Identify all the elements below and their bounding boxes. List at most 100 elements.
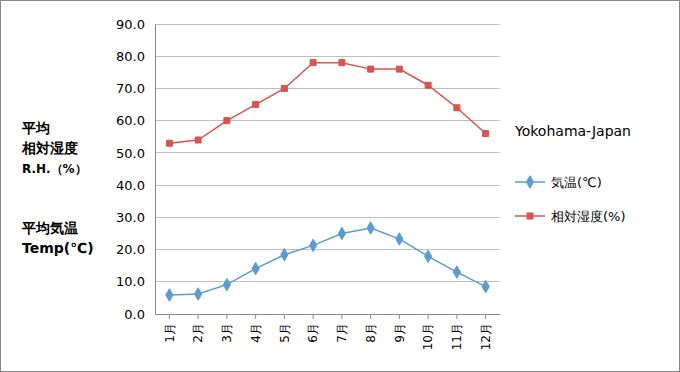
legend-marker [526,176,533,188]
series-marker [195,137,201,143]
legend: 気温(℃) 相対湿度(%) [515,175,626,224]
series-marker [166,289,173,301]
x-tick-mark [226,314,227,319]
y-tick: 40.0 [116,178,155,193]
x-tick-label: 1月 [163,323,177,343]
x-tick-label: 9月 [393,323,407,343]
y-tick-label: 50.0 [116,146,145,161]
legend-label: 相対湿度(%) [551,209,626,224]
x-tick-mark [456,314,457,319]
series-marker [281,248,288,260]
legend-item: 相対湿度(%) [515,209,626,224]
y-tick-label: 90.0 [116,17,145,32]
x-tick-label: 11月 [450,323,464,350]
grid-line [155,281,500,282]
y-tick: 0.0 [124,307,155,322]
series-marker [483,131,489,137]
x-tick-mark [485,314,486,319]
legend-item: 気温(℃) [515,175,602,190]
x-tick-label: 5月 [278,323,292,343]
plot-area [166,60,489,302]
title: Yokohama-Japan [514,123,631,139]
x-tick-mark [313,314,314,319]
grid-line [155,88,500,89]
series-marker [338,227,345,239]
series-marker [195,288,202,300]
x-tick-label: 12月 [479,323,493,350]
x-tick: 12月 [479,314,493,350]
x-tick: 7月 [335,314,349,343]
x-tick-mark [370,314,371,319]
y-tick-label: 70.0 [116,81,145,96]
series-marker [368,66,374,72]
axis-annotation: 相対湿度 [21,140,78,156]
x-tick: 2月 [191,314,205,343]
y-tick: 30.0 [116,210,155,225]
grid-line [155,185,500,186]
x-tick-mark [399,314,400,319]
x-tick: 8月 [364,314,378,343]
series-marker [396,233,403,245]
y-tick-label: 20.0 [116,242,145,257]
series-marker [253,102,259,108]
x-tick-mark [428,314,429,319]
x-tick-label: 6月 [306,323,320,343]
y-tick: 10.0 [116,274,155,289]
x-tick-mark [255,314,256,319]
series-line [169,228,485,295]
legend-marker [527,213,533,219]
grid-line [155,217,500,218]
y-axis-line [155,25,156,315]
grid-line [155,249,500,250]
legend-label: 気温(℃) [551,175,602,190]
series-marker [339,60,345,66]
series-marker [223,278,230,290]
y-tick: 70.0 [116,81,155,96]
grid [155,24,500,314]
x-tick-label: 10月 [421,323,435,350]
y-tick: 50.0 [116,146,155,161]
grid-line [155,120,500,121]
series-marker [396,66,402,72]
chart: 0.0 10.0 20.0 30.0 40.0 50.0 60.0 70.0 80.0 90.0 1… [0,0,680,372]
x-tick: 11月 [450,314,464,350]
series-marker [166,140,172,146]
series-line [169,63,485,144]
series-marker [224,118,230,124]
x-tick: 5月 [278,314,292,343]
y-tick-label: 10.0 [116,274,145,289]
x-tick: 10月 [421,314,435,350]
x-tick-mark [284,314,285,319]
grid-line [155,314,500,315]
grid-line [155,56,500,57]
chart-frame [1,1,680,372]
axis-annotation: R.H.（%） [22,162,87,176]
y-tick: 90.0 [116,17,155,32]
y-tick: 20.0 [116,242,155,257]
series-marker [310,239,317,251]
series-marker [310,60,316,66]
axis-annotation: 平均 [21,120,50,136]
series-marker [482,280,489,292]
series-marker [425,82,431,88]
x-tick: 4月 [249,314,263,343]
axis-annotation: Temp(℃) [22,240,94,256]
x-tick-mark [169,314,170,319]
series-marker [453,266,460,278]
grid-line [155,152,500,153]
y-tick: 60.0 [116,113,155,128]
y-tick-label: 80.0 [116,49,145,64]
series-marker [367,222,374,234]
x-axis-line [156,314,501,315]
y-tick: 80.0 [116,49,155,64]
series-marker [281,85,287,91]
x-tick-mark [341,314,342,319]
x-tick-label: 8月 [364,323,378,343]
x-tick-label: 4月 [249,323,263,343]
y-tick-label: 30.0 [116,210,145,225]
series-marker [252,262,259,274]
x-tick: 3月 [220,314,234,343]
x-tick-label: 7月 [335,323,349,343]
y-tick-label: 60.0 [116,113,145,128]
x-axis: 1月 2月 3月 4月 5月 6月 7月 8月 9月 10月 11月 12月 [156,314,501,350]
